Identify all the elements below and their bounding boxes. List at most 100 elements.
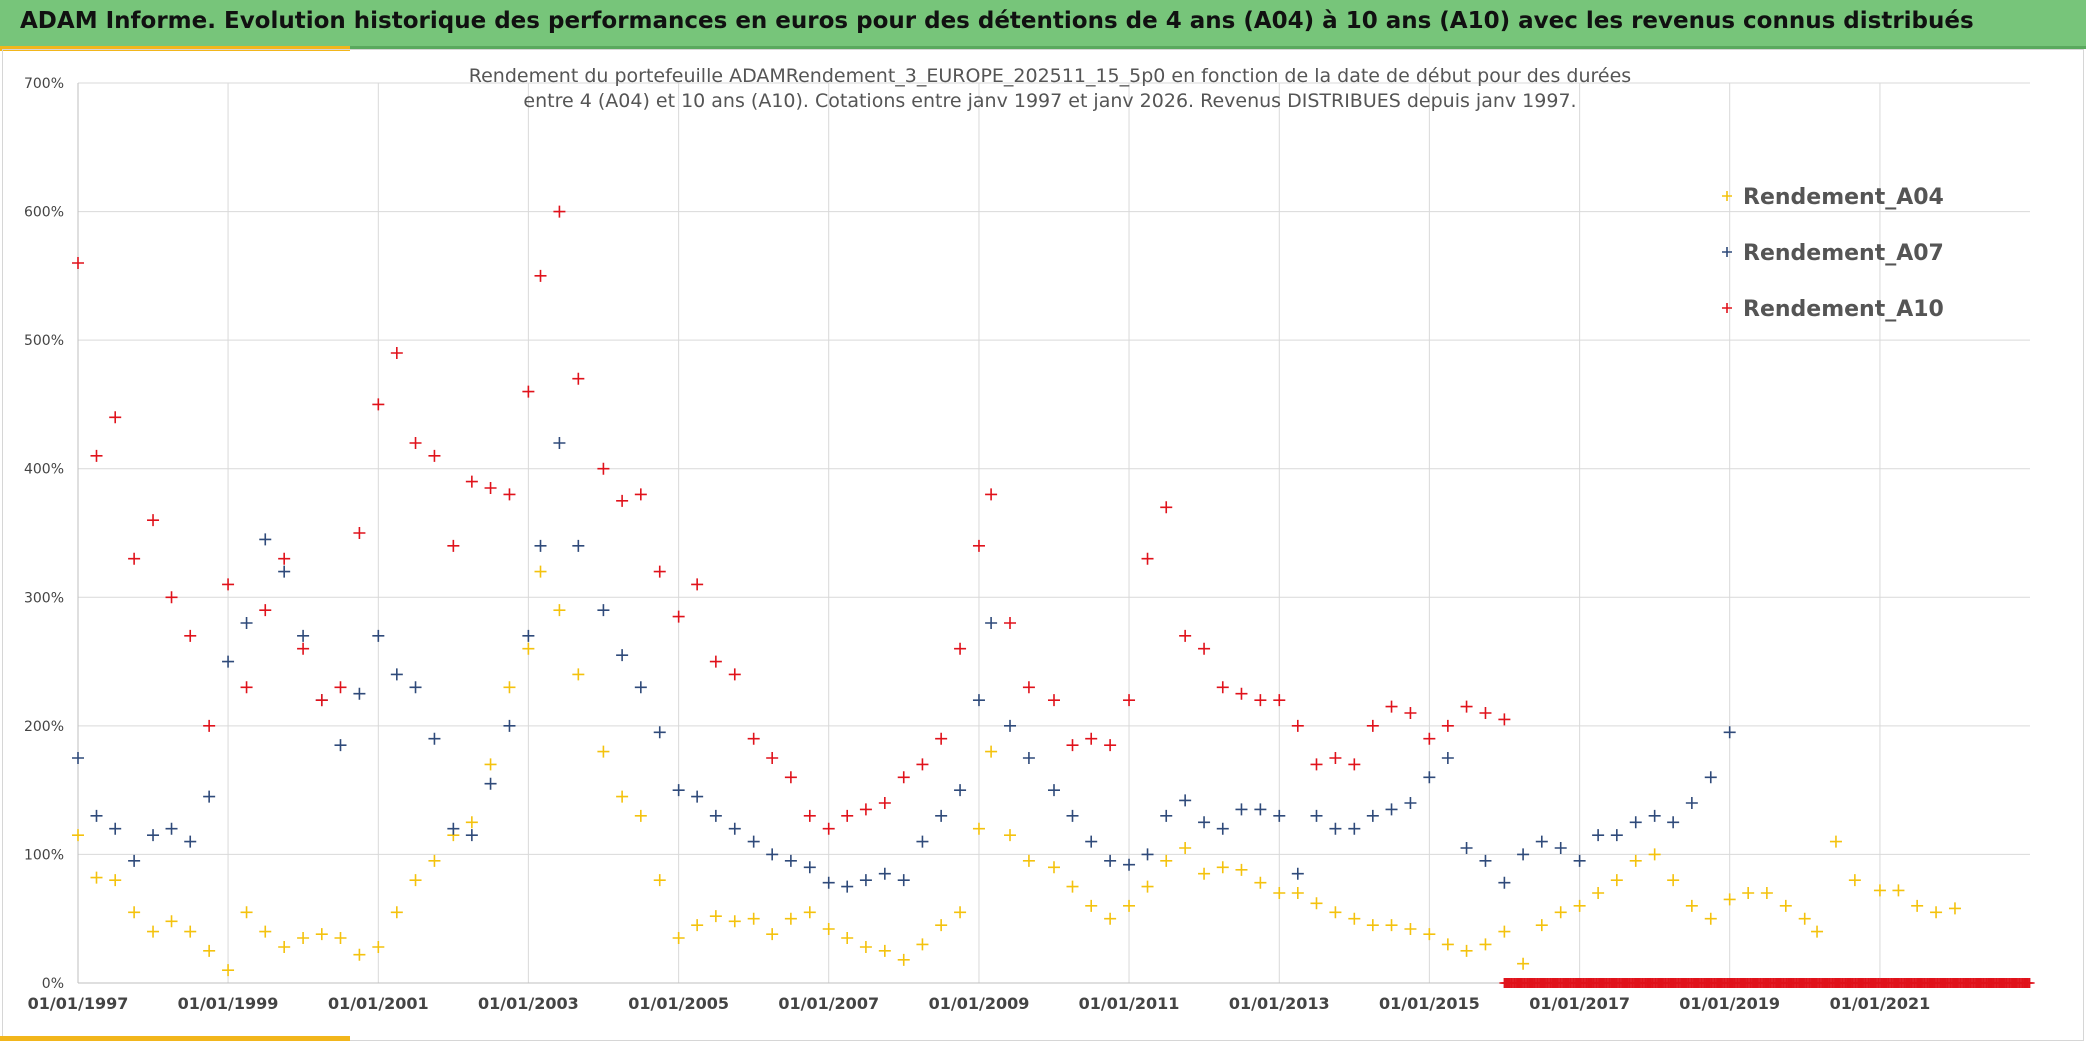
- point-a04: [1004, 829, 1017, 842]
- point-a04: [1629, 854, 1642, 867]
- point-a04: [985, 745, 998, 758]
- point-a07: [1273, 809, 1286, 822]
- point-a04: [1460, 944, 1473, 957]
- point-a07: [954, 784, 967, 797]
- point-a07: [165, 822, 178, 835]
- point-a10: [390, 347, 403, 359]
- x-tick-label: 01/01/2009: [929, 994, 1030, 1013]
- point-a07: [409, 681, 422, 694]
- point-a10: [859, 803, 872, 816]
- x-tick-label: 01/01/2005: [628, 994, 729, 1013]
- header-banner: ADAM Informe. Evolution historique des p…: [0, 0, 2086, 49]
- point-a10: [1066, 739, 1079, 752]
- point-a10: [128, 552, 141, 565]
- point-a07: [859, 874, 872, 887]
- point-a07: [916, 835, 929, 848]
- point-a07: [1160, 809, 1173, 822]
- point-a10: [1479, 707, 1492, 719]
- point-a04: [90, 871, 103, 884]
- point-a04: [522, 642, 535, 655]
- point-a07: [390, 668, 403, 681]
- point-a04: [1291, 887, 1304, 899]
- point-a10: [409, 437, 422, 449]
- point-a10: [1404, 707, 1417, 719]
- point-a04: [297, 932, 310, 944]
- point-a04: [1254, 876, 1267, 889]
- point-a04: [165, 915, 178, 928]
- chart-frame: [2, 49, 2084, 1041]
- point-a10: [935, 732, 948, 745]
- point-a10: [597, 462, 610, 475]
- point-a04: [1930, 906, 1943, 919]
- y-tick-label: 500%: [24, 333, 64, 349]
- point-a07: [109, 822, 122, 835]
- point-a07: [522, 629, 535, 642]
- point-a04: [1423, 928, 1436, 941]
- point-a04: [1179, 842, 1192, 854]
- point-a07: [372, 629, 385, 642]
- point-a10: [90, 449, 103, 462]
- point-a10: [972, 539, 985, 552]
- point-a07: [1441, 752, 1454, 764]
- point-a07: [1573, 854, 1586, 867]
- point-a10: [184, 629, 197, 642]
- point-a10: [534, 269, 547, 282]
- point-a04: [240, 906, 253, 919]
- point-a10: [1048, 694, 1060, 707]
- point-a10: [1498, 713, 1511, 726]
- point-a07: [1535, 835, 1548, 848]
- point-a04: [1779, 899, 1792, 912]
- x-tick-label: 01/01/2015: [1379, 994, 1480, 1013]
- point-a04: [1123, 899, 1136, 912]
- point-a10: [709, 655, 722, 668]
- point-a07: [1123, 858, 1136, 871]
- point-a04: [1022, 854, 1035, 867]
- point-a07: [1554, 842, 1567, 854]
- point-a10: [803, 809, 816, 822]
- point-a10: [353, 527, 366, 539]
- point-a04: [878, 944, 891, 957]
- point-a10: [1104, 739, 1117, 752]
- point-a07: [616, 649, 629, 662]
- point-a07: [222, 655, 235, 668]
- point-a04: [390, 906, 403, 919]
- point-a04: [372, 941, 385, 953]
- point-a04: [465, 816, 478, 829]
- point-a10: [1179, 629, 1192, 642]
- point-a04: [972, 822, 985, 835]
- point-a10: [747, 732, 760, 745]
- point-a04: [1235, 863, 1248, 876]
- point-a10: [954, 642, 967, 655]
- point-a10: [278, 552, 291, 565]
- point-a04: [897, 953, 910, 966]
- point-a10: [334, 681, 347, 694]
- point-a07: [1291, 867, 1304, 880]
- point-a04: [1310, 897, 1323, 910]
- point-a07: [1179, 794, 1192, 807]
- point-a10: [1235, 687, 1248, 700]
- point-a10: [1004, 617, 1017, 629]
- point-a10: [1085, 732, 1098, 745]
- point-a04: [691, 919, 704, 932]
- point-a07: [1423, 771, 1436, 784]
- point-a04: [935, 919, 948, 932]
- point-a04: [1573, 899, 1586, 912]
- x-tick-label: 01/01/2017: [1529, 994, 1630, 1013]
- point-a04: [503, 681, 516, 694]
- point-a04: [222, 964, 235, 977]
- point-a04: [1829, 835, 1842, 848]
- point-a04: [203, 944, 216, 957]
- point-a04: [1404, 923, 1417, 935]
- point-a04: [1685, 899, 1698, 912]
- point-a07: [1254, 803, 1267, 816]
- point-a07: [297, 629, 310, 642]
- point-a07: [985, 617, 998, 629]
- point-a04: [1198, 867, 1211, 880]
- chart-title-line2: entre 4 (A04) et 10 ans (A10). Cotations…: [523, 90, 1576, 112]
- point-a07: [1592, 829, 1605, 842]
- y-tick-label: 600%: [24, 205, 64, 221]
- point-a10: [1366, 719, 1379, 732]
- y-tick-label: 300%: [24, 590, 64, 606]
- point-a10: [447, 539, 460, 552]
- point-a04: [334, 932, 347, 944]
